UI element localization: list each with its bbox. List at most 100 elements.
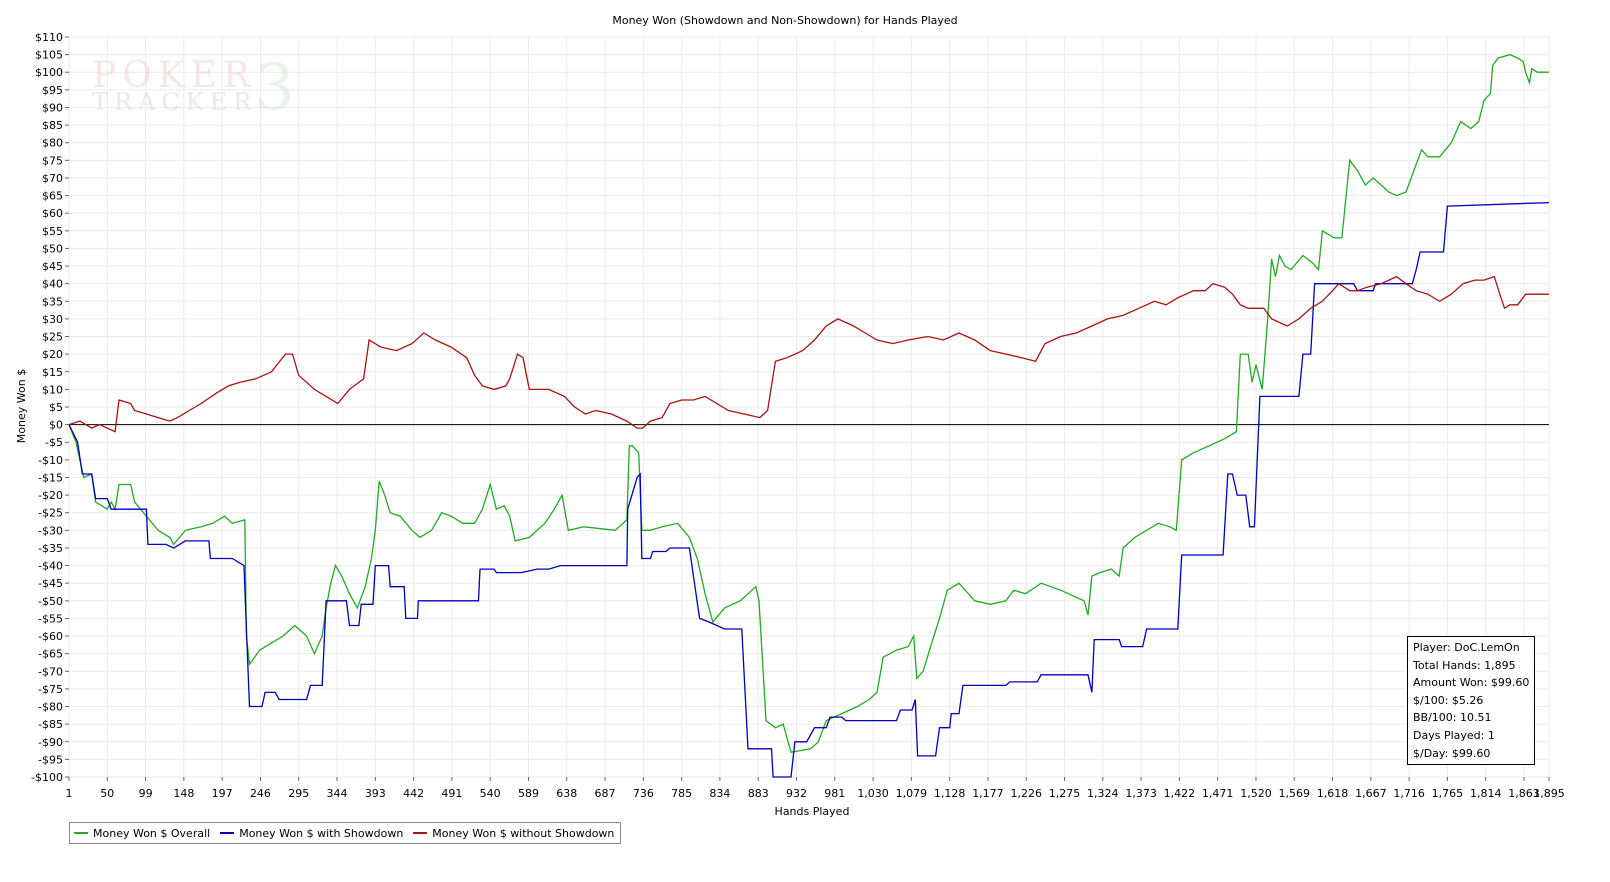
y-tick-label: $10 (42, 383, 63, 396)
x-tick-label: 1,324 (1087, 787, 1119, 800)
y-tick-label: -$60 (38, 630, 63, 643)
x-tick-label: 981 (824, 787, 845, 800)
y-axis-title: Money Won $ (15, 369, 28, 443)
x-tick-label: 1,520 (1240, 787, 1272, 800)
x-tick-label: 785 (671, 787, 692, 800)
stats-bb-100: BB/100: 10.51 (1413, 711, 1492, 725)
x-tick-label: 246 (250, 787, 271, 800)
y-tick-label: $100 (35, 66, 63, 79)
y-tick-label: $5 (49, 401, 63, 414)
y-tick-label: $105 (35, 49, 63, 62)
x-tick-label: 1,373 (1125, 787, 1157, 800)
legend-item-overall: Money Won $ Overall (74, 827, 210, 840)
y-tick-label: $0 (49, 419, 63, 432)
x-tick-label: 1,863 (1508, 787, 1540, 800)
legend-label: Money Won $ Overall (93, 826, 211, 840)
series-line-money-won-overall (68, 53, 1549, 754)
y-tick-label: $40 (42, 278, 63, 291)
legend-swatch-red (413, 832, 428, 834)
stats-days-played: Days Played: 1 (1413, 728, 1495, 742)
x-tick-label: 638 (556, 787, 577, 800)
chart-legend: Money Won $ Overall Money Won $ with Sho… (69, 822, 622, 844)
y-tick-label: -$75 (38, 683, 63, 696)
legend-swatch-blue (220, 832, 235, 834)
legend-item-with-showdown: Money Won $ with Showdown (220, 827, 403, 840)
y-tick-label: -$80 (38, 701, 63, 714)
x-axis-ticks: 1 50 99 148 197 246 295 344 393 442 491 540 589 638 68… (66, 777, 1565, 800)
stats-total-hands: Total Hands: 1,895 (1413, 658, 1516, 672)
x-tick-label: 589 (518, 787, 539, 800)
x-tick-label: 1,030 (857, 787, 889, 800)
chart-title: Money Won (Showdown and Non-Showdown) fo… (612, 14, 957, 27)
y-tick-label: $85 (42, 119, 63, 132)
x-tick-label: 99 (139, 787, 153, 800)
y-tick-label: $55 (42, 225, 63, 238)
y-tick-label: $90 (42, 101, 63, 114)
gridlines (68, 36, 1550, 778)
legend-item-without-showdown: Money Won $ without Showdown (413, 827, 614, 840)
y-tick-label: -$100 (31, 771, 63, 784)
x-tick-label: 1,128 (934, 787, 966, 800)
stats-box: Player: DoC.LemOn Total Hands: 1,895 Amo… (1407, 636, 1535, 765)
y-tick-label: $70 (42, 172, 63, 185)
x-tick-label: 491 (441, 787, 462, 800)
x-tick-label: 1,716 (1393, 787, 1425, 800)
legend-label: Money Won $ without Showdown (432, 826, 615, 840)
y-tick-label: -$5 (45, 436, 63, 449)
stats-player: Player: DoC.LemOn (1413, 641, 1520, 654)
y-axis-ticks: $110 $105 $100 $95 $90 $85 $80 $75 $70 $65 $60 $55 $… (31, 31, 69, 784)
series-line-money-won-without-showdown (68, 275, 1549, 433)
x-tick-label: 148 (173, 787, 194, 800)
y-tick-label: -$50 (38, 595, 63, 608)
y-tick-label: -$65 (38, 648, 63, 661)
x-tick-label: 442 (403, 787, 424, 800)
y-tick-label: $80 (42, 137, 63, 150)
y-tick-label: $45 (42, 260, 63, 273)
x-tick-label: 393 (365, 787, 386, 800)
y-tick-label: $15 (42, 366, 63, 379)
x-tick-label: 932 (786, 787, 807, 800)
y-tick-label: $25 (42, 331, 63, 344)
legend-label: Money Won $ with Showdown (239, 826, 404, 840)
x-tick-label: 1,226 (1010, 787, 1042, 800)
y-tick-label: -$55 (38, 612, 63, 625)
x-tick-label: 883 (748, 787, 769, 800)
x-tick-label: 1,177 (972, 787, 1004, 800)
y-tick-label: -$15 (38, 471, 63, 484)
x-tick-label: 1,422 (1164, 787, 1196, 800)
series-lines (68, 53, 1550, 778)
x-tick-label: 736 (633, 787, 654, 800)
y-tick-label: $110 (35, 31, 63, 44)
x-axis-title: Hands Played (775, 805, 850, 818)
x-tick-label: 540 (480, 787, 501, 800)
stats-amount-won: Amount Won: $99.60 (1413, 676, 1530, 690)
x-tick-label: 197 (212, 787, 233, 800)
x-tick-label: 1,079 (896, 787, 928, 800)
y-tick-label: -$40 (38, 560, 63, 573)
x-tick-label: 1,895 (1533, 787, 1565, 800)
x-tick-label: 1,471 (1202, 787, 1234, 800)
series-line-money-won-with-showdown (68, 201, 1550, 778)
y-tick-label: $35 (42, 295, 63, 308)
legend-swatch-green (74, 832, 88, 834)
y-tick-label: -$20 (38, 489, 63, 502)
y-tick-label: $65 (42, 190, 63, 203)
y-tick-label: -$45 (38, 577, 63, 590)
x-tick-label: 687 (595, 787, 616, 800)
y-tick-label: -$35 (38, 542, 63, 555)
stats-per-100: $/100: $5.26 (1413, 693, 1484, 707)
y-tick-label: $30 (42, 313, 63, 326)
y-tick-label: -$10 (38, 454, 63, 467)
y-tick-label: $75 (42, 154, 63, 167)
x-tick-label: 1 (66, 787, 73, 800)
y-tick-label: -$85 (38, 718, 63, 731)
x-tick-label: 1,765 (1432, 787, 1464, 800)
x-tick-label: 50 (100, 787, 114, 800)
y-tick-label: $20 (42, 348, 63, 361)
y-tick-label: -$25 (38, 507, 63, 520)
y-tick-label: -$70 (38, 665, 63, 678)
x-tick-label: 1,569 (1279, 787, 1311, 800)
x-tick-label: 1,667 (1355, 787, 1387, 800)
y-tick-label: -$30 (38, 524, 63, 537)
